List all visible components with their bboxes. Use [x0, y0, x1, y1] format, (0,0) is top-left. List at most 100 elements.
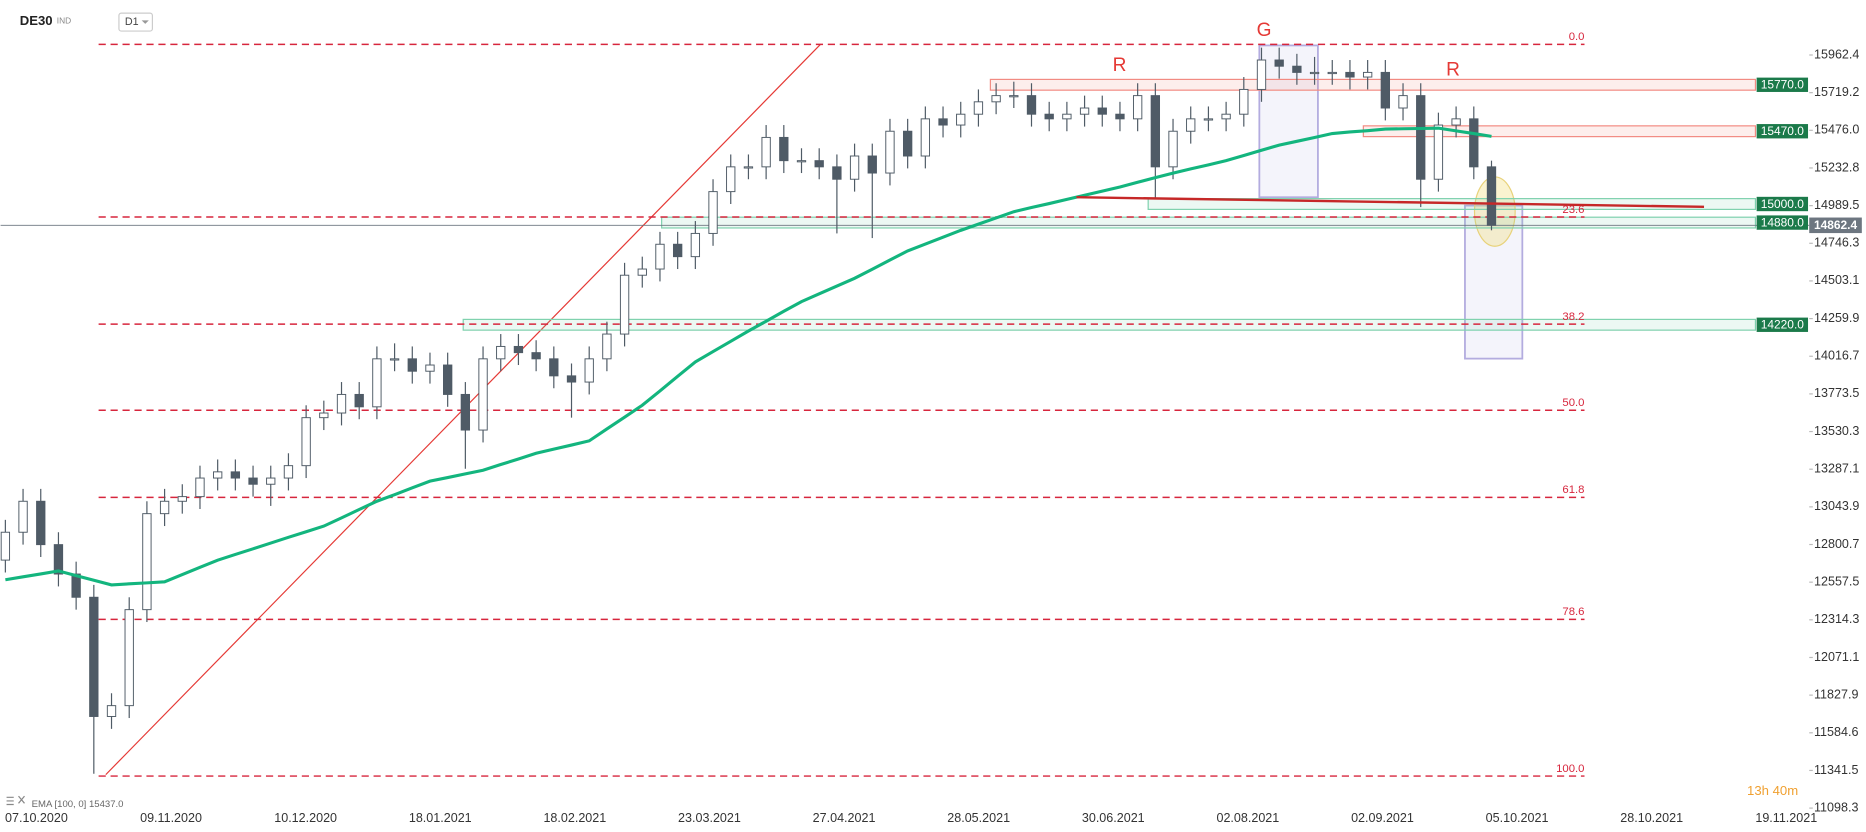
candle-body	[389, 358, 400, 361]
candle-body	[1150, 95, 1161, 168]
zone	[661, 216, 1757, 229]
candle-body	[743, 166, 754, 169]
candle-body	[1345, 71, 1355, 78]
candle-body	[1044, 113, 1054, 120]
candle-body	[159, 500, 170, 515]
candle-body	[549, 358, 559, 377]
x-tick-label: 02.09.2021	[1351, 811, 1414, 825]
y-tick-label: 14503.1	[1814, 273, 1859, 287]
candle-body	[0, 531, 11, 561]
drawings	[105, 43, 1524, 776]
candle-body	[1009, 95, 1019, 98]
candle-body	[938, 118, 948, 126]
y-tick-label: 11584.6	[1814, 725, 1858, 739]
candle-body	[283, 465, 294, 479]
y-tick-label: 13530.3	[1814, 424, 1859, 438]
candle-body	[991, 95, 1001, 103]
candle-body	[1115, 113, 1125, 120]
candle-body	[1062, 113, 1072, 120]
level-label: 15470.0	[1761, 124, 1805, 138]
candle-body	[248, 477, 258, 485]
ema-line	[5, 126, 1492, 587]
candle-body	[1380, 71, 1391, 109]
x-tick-label: 02.08.2021	[1216, 811, 1279, 825]
candle-body	[336, 393, 347, 414]
price-axis: 15962.4 15719.2 15476.0 15232.8 14989.5 14746…	[5, 47, 1862, 825]
candle-body	[779, 136, 789, 162]
y-tick-label: 15719.2	[1814, 85, 1859, 99]
level-label: 14880.0	[1761, 215, 1805, 229]
y-tick-label: 13773.5	[1814, 386, 1859, 400]
candle-body	[1451, 118, 1461, 126]
candle-body	[266, 477, 276, 485]
annotation: G	[1257, 20, 1272, 41]
candle-body	[1398, 95, 1408, 109]
candle-body	[53, 544, 64, 575]
candle-body	[902, 130, 913, 157]
y-tick-label: 15962.4	[1814, 47, 1859, 61]
candle-body	[195, 477, 205, 498]
x-tick-label: 18.02.2021	[543, 811, 606, 825]
candle-body	[319, 412, 329, 419]
candle-body	[1079, 107, 1090, 115]
candle-body	[496, 345, 506, 360]
dropdown-caret	[141, 20, 149, 24]
timeframe-box[interactable]	[118, 12, 154, 32]
candle-body	[637, 268, 647, 276]
candle-body	[1362, 71, 1373, 78]
indicator-icon[interactable]	[6, 796, 14, 806]
candle-body	[1026, 95, 1037, 115]
candle-body	[1256, 59, 1267, 90]
indicator-close[interactable]	[18, 795, 25, 804]
candle-body	[124, 609, 134, 707]
candle-body	[1292, 65, 1302, 73]
annotation: R	[1113, 55, 1127, 76]
range-box	[1258, 44, 1319, 199]
timeframe[interactable]: D1	[125, 16, 139, 28]
candle-body	[18, 500, 28, 533]
candle-body	[1327, 71, 1337, 75]
x-tick-label: 23.03.2021	[678, 811, 741, 825]
plot: G R R	[0, 20, 1810, 774]
level-label-box	[1756, 317, 1809, 332]
candle-body	[513, 345, 524, 354]
candle-body	[407, 358, 417, 372]
candle-body	[849, 155, 860, 180]
candle-body	[531, 352, 541, 360]
y-tick-label: 14746.3	[1814, 236, 1859, 250]
candle-body	[920, 118, 931, 157]
candle-body	[655, 243, 665, 270]
candle-body	[673, 243, 683, 258]
candle-body	[566, 375, 577, 383]
candle-body	[973, 101, 984, 115]
candle-body	[1486, 166, 1497, 226]
x-tick-label: 28.05.2021	[947, 811, 1010, 825]
candle-body	[177, 496, 187, 502]
candle-body	[1469, 118, 1479, 168]
candle-body	[354, 393, 364, 408]
y-tick-label: 14989.5	[1814, 198, 1859, 212]
y-tick-label: 15232.8	[1814, 160, 1859, 174]
candle-body	[106, 705, 117, 717]
level-label: 15770.0	[1761, 78, 1805, 92]
level-label-box	[1756, 77, 1809, 92]
y-tick-label: 11827.9	[1814, 687, 1858, 701]
candle-body	[478, 358, 488, 431]
candle-body	[761, 136, 771, 168]
candle-body	[1221, 113, 1231, 120]
candle-body	[1239, 88, 1249, 115]
candle-body	[301, 417, 311, 467]
candle-body	[602, 333, 612, 360]
candle-body	[1309, 71, 1320, 75]
candle-body	[619, 274, 630, 335]
candle-body	[885, 130, 895, 174]
y-tick-label: 14259.9	[1814, 311, 1859, 325]
x-tick-label: 30.06.2021	[1082, 811, 1145, 825]
candle-body	[1132, 95, 1143, 120]
candle-body	[1186, 118, 1196, 132]
level-label-box	[1756, 196, 1809, 212]
candle-body	[956, 113, 966, 126]
candle-body	[213, 471, 223, 479]
market: IND	[57, 16, 71, 26]
fib-label: 38.2	[1562, 311, 1584, 323]
